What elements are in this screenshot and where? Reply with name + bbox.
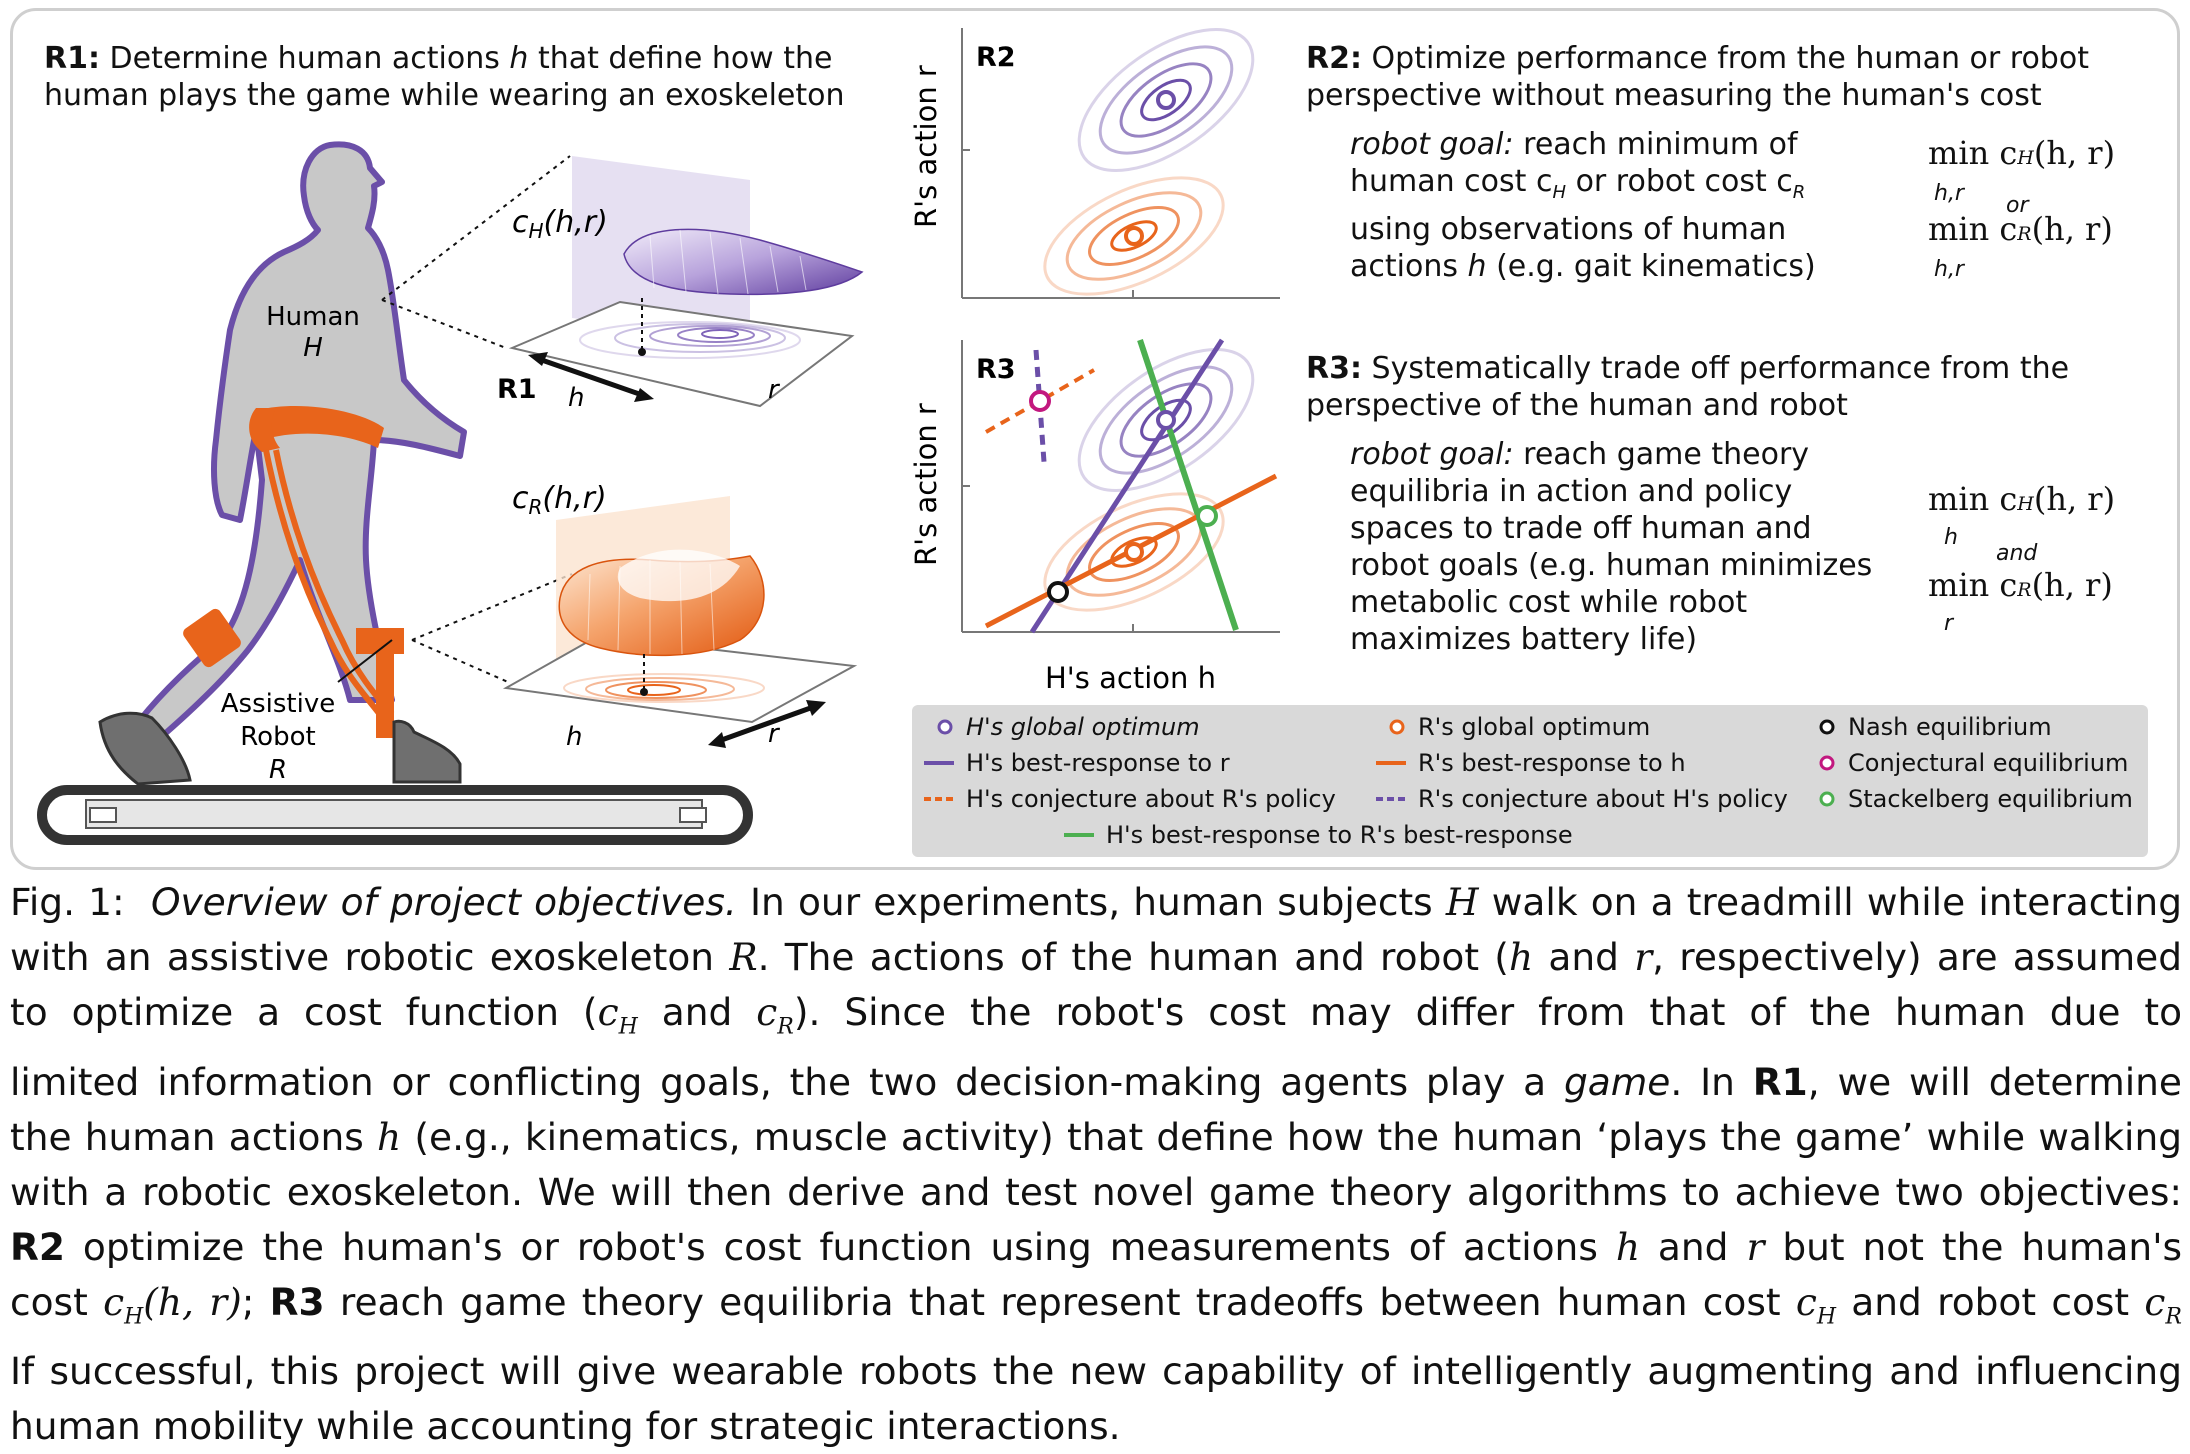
caption-line-9: If successful, this project will give we…	[10, 1349, 2182, 1393]
figure-caption: Fig. 1: Overview of project objectives. …	[10, 875, 2182, 1454]
exo-hip-belt	[258, 406, 384, 448]
r3-plot: R3 R's action r H's action h	[909, 338, 1280, 695]
treadmill	[37, 785, 753, 845]
caption-line-3: to optimize a cost function (cH and cR).…	[10, 990, 2183, 1040]
exo-thigh-strut	[263, 449, 387, 722]
exo-hip-pad	[249, 408, 280, 452]
legend-r-best-response: R's best-response to h	[1376, 749, 1686, 777]
exo-shin-strut	[376, 650, 394, 738]
r3-y-label: R's action r	[909, 403, 943, 566]
human-silhouette	[137, 141, 467, 741]
r3-x-label: H's action h	[1045, 661, 1216, 695]
legend-h-conjecture: H's conjecture about R's policy	[924, 785, 1336, 813]
legend-r-conjecture: R's conjecture about H's policy	[1376, 785, 1788, 813]
cost-h-label: cH(h,r)	[512, 205, 608, 243]
exo-knee-cuff	[183, 608, 241, 668]
caption-line-2: with an assistive robotic exoskeleton R.…	[10, 935, 2183, 979]
r2-formula-1: min cH(h, r)	[1928, 134, 2116, 172]
robot-label-1: Assistive	[221, 689, 335, 719]
r2-formula-2-under: h,r	[1934, 257, 1964, 282]
r2-tag: R2	[976, 42, 1016, 73]
r2-plot: R2 R's action r	[909, 28, 1280, 299]
caption-line-4: limited information or conflicting goals…	[10, 1059, 2182, 1104]
legend-nash: Nash equilibrium	[1818, 713, 2052, 741]
legend-h-br-to-r-br: H's best-response to R's best-response	[1064, 821, 1573, 849]
caption-line-1: Fig. 1: Overview of project objectives. …	[10, 880, 2183, 924]
robot-cost-surface: h r cR(h,r)	[502, 481, 858, 752]
r1-title-bold: R1:	[44, 41, 100, 76]
r3-goal: robot goal: reach game theory equilibria…	[1350, 437, 1873, 657]
legend: H's global optimum H's best-response to …	[912, 705, 2148, 857]
r2-goal: robot goal: reach minimum of human cost …	[1350, 127, 1816, 284]
robot-label-leader	[337, 639, 393, 683]
legend-r-optimum: R's global optimum	[1388, 713, 1650, 741]
cost-r-label: cR(h,r)	[512, 481, 607, 519]
exo-thigh-strut-2	[273, 449, 395, 717]
r2-y-label: R's action r	[909, 65, 943, 228]
r1-h-axis: h	[568, 383, 584, 413]
human-label: Human	[266, 302, 360, 332]
r3-formula-2-under: r	[1944, 611, 1954, 636]
r3-formula-1-under: h	[1944, 525, 1958, 550]
figure-illustration: Human H Assistive Robot R	[37, 28, 1280, 845]
r1-tag: R1	[497, 374, 537, 405]
robot-label-2: Robot	[240, 722, 315, 752]
r1-r-axis: r	[768, 375, 781, 405]
r3-formula-1: min cH(h, r)	[1928, 480, 2116, 518]
legend-stackelberg: Stackelberg equilibrium	[1818, 785, 2133, 813]
legend-conjectural: Conjectural equilibrium	[1818, 749, 2128, 777]
r1-title: R1: Determine human actions h that defin…	[44, 41, 845, 113]
caption-line-6: with a robotic exoskeleton. We will then…	[10, 1169, 2182, 1214]
human-cost-surface: R1 h r cH(h,r)	[497, 156, 864, 413]
caption-line-10: human mobility while accounting for stra…	[10, 1404, 1121, 1448]
caption-line-5: the human actions h (e.g., kinematics, m…	[10, 1114, 2183, 1159]
r3-tag: R3	[976, 354, 1016, 385]
r3-title: R3: Systematically trade off performance…	[1306, 351, 2070, 423]
caption-line-7: R2 optimize the human's or robot's cost …	[10, 1224, 2183, 1269]
robot-var: R	[269, 755, 287, 785]
r1-r-axis-2: r	[768, 719, 781, 749]
r2-formula-2: min cR(h, r)	[1928, 210, 2113, 248]
caption-line-8: cost cH(h, r); R3 reach game theory equi…	[10, 1279, 2182, 1330]
left-shoe	[98, 711, 192, 786]
r2-formula-or: or	[2006, 193, 2029, 218]
r1-h-axis-2: h	[566, 722, 582, 752]
human-figure: Human H Assistive Robot R	[98, 141, 467, 786]
r2-formula-1-under: h,r	[1934, 181, 1964, 206]
r2-title: R2: Optimize performance from the human …	[1306, 41, 2089, 113]
right-shoe	[392, 719, 462, 784]
legend-h-optimum: H's global optimum	[936, 713, 1200, 741]
legend-h-best-response: H's best-response to r	[924, 749, 1230, 777]
r3-formula-2: min cR(h, r)	[1928, 566, 2113, 604]
human-var: H	[303, 333, 323, 363]
r3-formula-and: and	[1996, 541, 2038, 566]
